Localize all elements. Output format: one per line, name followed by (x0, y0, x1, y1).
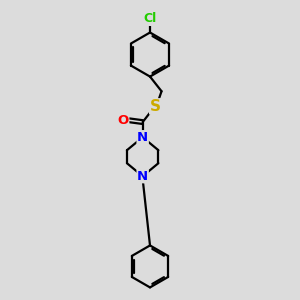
Text: O: O (118, 113, 129, 127)
Text: N: N (137, 131, 148, 144)
Text: Cl: Cl (143, 12, 157, 26)
Text: N: N (137, 170, 148, 183)
Text: S: S (150, 99, 161, 114)
